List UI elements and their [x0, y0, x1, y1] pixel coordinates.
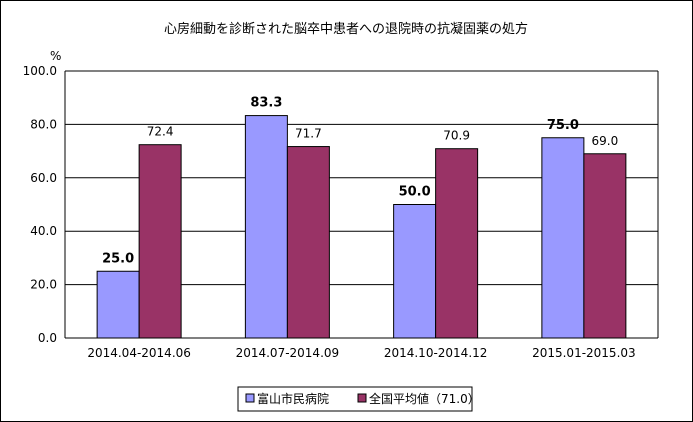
- bar-national-1: [286, 146, 330, 339]
- bars: [96, 115, 627, 339]
- y-tick-label: 40.0: [30, 224, 57, 238]
- chart-title: 心房細動を診断された脳卒中患者への退院時の抗凝固薬の処方: [164, 21, 528, 37]
- y-tick-label: 20.0: [30, 278, 57, 292]
- legend-label: 全国平均値（71.0）: [369, 391, 480, 406]
- legend-swatch: [357, 393, 367, 403]
- x-tick-label: 2014.04-2014.06: [87, 346, 191, 360]
- bar-toyama-1: [244, 115, 288, 339]
- x-tick-label: 2014.10-2014.12: [384, 346, 488, 360]
- legend-label: 富山市民病院: [257, 391, 329, 406]
- data-label: 75.0: [547, 118, 579, 133]
- legend: 富山市民病院 全国平均値（71.0）: [237, 386, 480, 412]
- y-tick-label: 60.0: [30, 171, 57, 185]
- bar-national-0: [138, 144, 182, 339]
- bar-national-3: [583, 153, 627, 339]
- data-label: 50.0: [399, 185, 431, 200]
- data-label: 83.3: [250, 96, 282, 111]
- legend-box: [237, 386, 473, 412]
- x-tick-label: 2015.01-2015.03: [532, 346, 636, 360]
- bar-national-2: [435, 148, 479, 339]
- y-tick-label: 0.0: [38, 331, 57, 345]
- bar-toyama-3: [541, 137, 585, 339]
- legend-swatch: [245, 393, 255, 403]
- bar-toyama-2: [393, 204, 437, 339]
- y-axis-unit: %: [50, 49, 61, 63]
- data-label: 25.0: [102, 251, 134, 266]
- x-tick-label: 2014.07-2014.09: [236, 346, 340, 360]
- data-label: 71.7: [295, 127, 322, 141]
- y-tick-label: 80.0: [30, 117, 57, 131]
- data-labels: 25.0 72.4 83.3 71.7 50.0 70.9 75.0 69.0: [102, 96, 618, 267]
- data-label: 70.9: [443, 129, 470, 143]
- y-tick-label: 100.0: [23, 64, 57, 78]
- y-axis-ticks: 0.0 20.0 40.0 60.0 80.0 100.0: [23, 64, 57, 345]
- data-label: 72.4: [147, 125, 174, 139]
- data-label: 69.0: [592, 134, 619, 148]
- x-axis-ticks: 2014.04-2014.06 2014.07-2014.09 2014.10-20…: [87, 346, 635, 360]
- bar-toyama-0: [96, 270, 140, 339]
